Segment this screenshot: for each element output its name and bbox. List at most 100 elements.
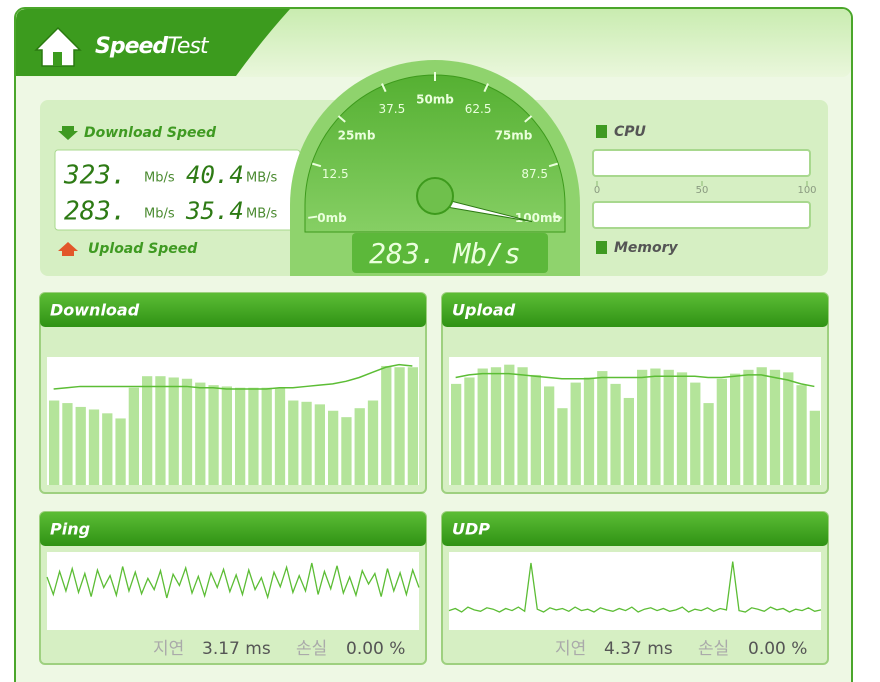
gauge-tick — [337, 115, 346, 123]
bar — [650, 368, 661, 485]
panel-header — [40, 512, 426, 546]
bar — [128, 387, 139, 485]
logo-door — [53, 52, 62, 66]
bar — [407, 367, 418, 485]
gauge-tick — [548, 162, 559, 168]
gauge-tick — [524, 115, 533, 123]
bar — [261, 387, 272, 485]
bar — [288, 400, 299, 485]
bar — [88, 409, 100, 485]
bar — [490, 367, 502, 485]
panel-title: UDP — [452, 520, 490, 539]
logo-bold: Speed — [95, 34, 168, 59]
gauge-hub — [416, 177, 454, 215]
bar — [464, 377, 475, 485]
bar — [557, 408, 568, 485]
mbps-unit: Mb/s — [144, 207, 175, 222]
gauge-label: 12.5 — [322, 167, 349, 181]
panel-title: Download — [50, 301, 140, 320]
download-arrow — [58, 126, 78, 140]
MBps-unit: MB/s — [246, 207, 278, 222]
bar — [623, 397, 634, 485]
gauge-dial — [304, 74, 566, 233]
bar — [248, 387, 259, 485]
memory-bar — [592, 201, 811, 229]
bar — [730, 373, 741, 485]
cpu-icon — [596, 125, 607, 138]
memory-icon — [596, 241, 607, 254]
bar — [301, 401, 312, 485]
bar — [703, 403, 714, 485]
bar — [274, 387, 286, 485]
gauge-reading: 283. Mb/s — [369, 237, 521, 270]
bar — [168, 377, 179, 485]
chart-area — [47, 552, 419, 630]
panel-header — [442, 293, 828, 327]
bar — [570, 382, 581, 485]
download-label: Download Speed — [84, 125, 217, 141]
bar — [328, 410, 339, 485]
scale-label: 50 — [696, 185, 709, 196]
bar — [809, 410, 820, 485]
bar — [504, 364, 515, 485]
gauge-label: 87.5 — [521, 167, 548, 181]
memory-label: Memory — [614, 240, 679, 256]
bar — [663, 369, 674, 485]
logo-light: Test — [167, 34, 210, 59]
bar — [235, 387, 246, 485]
bar — [221, 386, 232, 485]
scale-label: 0 — [594, 185, 600, 196]
loss-label: 손실 — [698, 639, 729, 659]
logo-house — [34, 26, 82, 67]
bar — [367, 400, 379, 485]
gauge-tick — [311, 162, 322, 168]
bar — [583, 377, 595, 485]
bar — [610, 383, 621, 485]
gauge-label: 0mb — [317, 211, 347, 225]
bar — [451, 383, 462, 485]
gauge-readout — [352, 233, 548, 273]
logo-title: SpeedTest — [95, 34, 210, 59]
bar — [381, 365, 392, 485]
panel-header — [442, 512, 828, 546]
bar — [530, 374, 541, 485]
gauge-label: 25mb — [338, 128, 376, 142]
panels: Download Upload Ping 지연 3.17 ms 손실 0.00 % UDP 지연… — [39, 292, 829, 665]
cpu-bar — [592, 149, 811, 177]
bar — [716, 378, 727, 485]
bar — [62, 403, 73, 485]
gauge-label: 100mb — [515, 211, 562, 225]
MBps-value: 35.4 — [185, 197, 244, 225]
trend-line — [455, 372, 815, 388]
latency-label: 지연 — [153, 639, 184, 659]
bar — [394, 367, 405, 485]
gauge-label: 75mb — [495, 128, 533, 142]
bar — [75, 406, 86, 485]
bar — [155, 376, 166, 485]
bar — [783, 372, 794, 485]
loss-value: 0.00 % — [346, 639, 405, 659]
bar — [142, 376, 153, 485]
chart-area — [449, 552, 821, 630]
wave-line — [448, 561, 822, 613]
bar — [517, 367, 528, 485]
latency-value: 3.17 ms — [202, 639, 271, 659]
mbps-value: 283. — [64, 197, 127, 227]
MBps-unit: MB/s — [246, 171, 278, 186]
bar — [354, 408, 365, 485]
bar — [756, 367, 767, 485]
bar — [796, 385, 807, 485]
latency-label: 지연 — [555, 639, 586, 659]
gauge-tick — [308, 215, 318, 219]
bar — [477, 368, 488, 485]
trend-line — [53, 363, 413, 390]
loss-label: 손실 — [296, 639, 327, 659]
panel-header — [40, 293, 426, 327]
cpu-label: CPU — [614, 124, 647, 140]
gauge-label: 50mb — [416, 93, 454, 107]
bar — [102, 413, 113, 485]
mbps-unit: Mb/s — [144, 171, 175, 186]
gauge-label: 37.5 — [379, 102, 406, 116]
